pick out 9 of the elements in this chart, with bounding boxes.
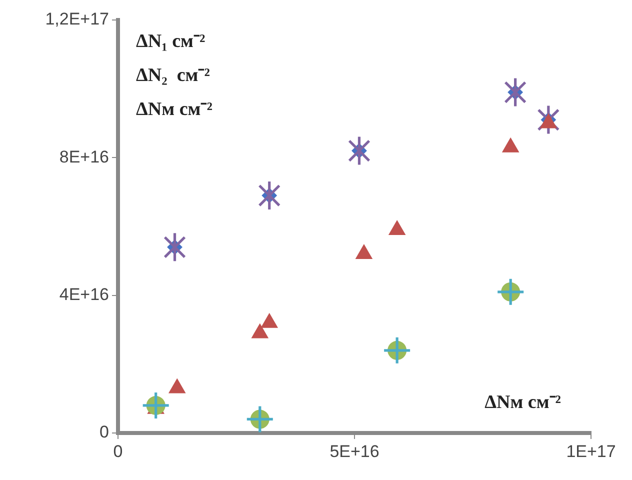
y-tick-label: 0 bbox=[100, 422, 109, 442]
x-axis-title: ΔNм см⁻² bbox=[484, 392, 562, 413]
y-tick-label: 1,2E+17 bbox=[45, 10, 109, 29]
y-axis-title: ΔN₁ см⁻² ΔN₂ см⁻² ΔNм см⁻² bbox=[136, 30, 213, 120]
x-tick-label: 0 bbox=[113, 442, 123, 461]
y-tick-label: 8E+16 bbox=[59, 147, 109, 166]
x-tick-label: 5E+16 bbox=[330, 442, 380, 461]
y-tick-label: 4E+16 bbox=[59, 285, 109, 304]
x-tick-label: 1E+17 bbox=[566, 442, 616, 461]
